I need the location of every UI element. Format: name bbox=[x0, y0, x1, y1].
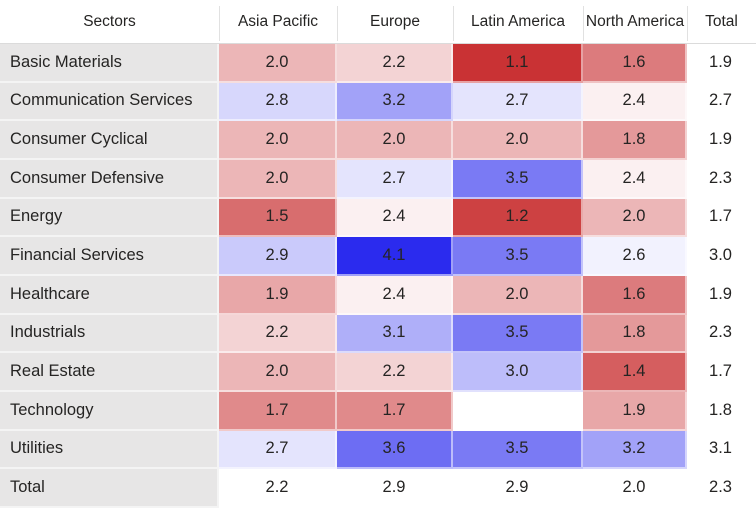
row-header-energy[interactable]: Energy bbox=[0, 198, 219, 238]
column-header-europe[interactable]: Europe bbox=[337, 0, 453, 43]
cell-consumer-defensive-asia-pacific[interactable]: 2.0 bbox=[219, 159, 337, 199]
cell-technology-latin-america[interactable] bbox=[453, 391, 583, 431]
cell-basic-materials-latin-america[interactable]: 1.1 bbox=[453, 44, 583, 83]
cell-consumer-cyclical-europe[interactable]: 2.0 bbox=[337, 121, 453, 160]
cell-consumer-cyclical-total[interactable]: 1.9 bbox=[687, 121, 756, 160]
cell-industrials-latin-america[interactable]: 3.5 bbox=[453, 314, 583, 354]
table-row: Energy 1.5 2.4 1.2 2.0 1.7 bbox=[0, 198, 756, 238]
table-body: Basic Materials 2.0 2.2 1.1 1.6 1.9 Communicat… bbox=[0, 44, 756, 508]
header-row: Sectors Asia Pacific Europe Latin Americ… bbox=[0, 0, 756, 44]
cell-consumer-cyclical-asia-pacific[interactable]: 2.0 bbox=[219, 121, 337, 160]
table-row: Financial Services 2.9 4.1 3.5 2.6 3.0 bbox=[0, 237, 756, 276]
cell-energy-north-america[interactable]: 2.0 bbox=[583, 198, 687, 238]
cell-communication-services-latin-america[interactable]: 2.7 bbox=[453, 82, 583, 122]
row-header-real-estate[interactable]: Real Estate bbox=[0, 353, 219, 392]
cell-real-estate-latin-america[interactable]: 3.0 bbox=[453, 353, 583, 392]
row-header-consumer-defensive[interactable]: Consumer Defensive bbox=[0, 159, 219, 199]
table-row: Communication Services 2.8 3.2 2.7 2.4 2.7 bbox=[0, 82, 756, 122]
cell-utilities-total[interactable]: 3.1 bbox=[687, 430, 756, 470]
cell-technology-north-america[interactable]: 1.9 bbox=[583, 391, 687, 431]
cell-healthcare-asia-pacific[interactable]: 1.9 bbox=[219, 275, 337, 315]
row-header-consumer-cyclical[interactable]: Consumer Cyclical bbox=[0, 121, 219, 160]
cell-utilities-north-america[interactable]: 3.2 bbox=[583, 430, 687, 470]
row-header-industrials[interactable]: Industrials bbox=[0, 314, 219, 354]
cell-utilities-asia-pacific[interactable]: 2.7 bbox=[219, 430, 337, 470]
row-header-technology[interactable]: Technology bbox=[0, 391, 219, 431]
cell-healthcare-total[interactable]: 1.9 bbox=[687, 275, 756, 315]
cell-total-latin-america[interactable]: 2.9 bbox=[453, 469, 583, 508]
cell-utilities-europe[interactable]: 3.6 bbox=[337, 430, 453, 470]
column-header-north-america[interactable]: North America bbox=[583, 0, 687, 43]
table-row: Consumer Cyclical 2.0 2.0 2.0 1.8 1.9 bbox=[0, 121, 756, 160]
cell-financial-services-asia-pacific[interactable]: 2.9 bbox=[219, 237, 337, 276]
cell-basic-materials-europe[interactable]: 2.2 bbox=[337, 44, 453, 83]
cell-basic-materials-total[interactable]: 1.9 bbox=[687, 44, 756, 83]
table-row: Industrials 2.2 3.1 3.5 1.8 2.3 bbox=[0, 314, 756, 354]
cell-consumer-defensive-latin-america[interactable]: 3.5 bbox=[453, 159, 583, 199]
cell-financial-services-total[interactable]: 3.0 bbox=[687, 237, 756, 276]
cell-communication-services-asia-pacific[interactable]: 2.8 bbox=[219, 82, 337, 122]
table-row: Technology 1.7 1.7 1.9 1.8 bbox=[0, 391, 756, 431]
cell-basic-materials-asia-pacific[interactable]: 2.0 bbox=[219, 44, 337, 83]
cell-energy-latin-america[interactable]: 1.2 bbox=[453, 198, 583, 238]
cell-technology-europe[interactable]: 1.7 bbox=[337, 391, 453, 431]
cell-industrials-asia-pacific[interactable]: 2.2 bbox=[219, 314, 337, 354]
cell-energy-europe[interactable]: 2.4 bbox=[337, 198, 453, 238]
cell-industrials-europe[interactable]: 3.1 bbox=[337, 314, 453, 354]
row-header-healthcare[interactable]: Healthcare bbox=[0, 275, 219, 315]
row-header-utilities[interactable]: Utilities bbox=[0, 430, 219, 470]
cell-consumer-cyclical-latin-america[interactable]: 2.0 bbox=[453, 121, 583, 160]
row-header-basic-materials[interactable]: Basic Materials bbox=[0, 44, 219, 83]
row-header-total[interactable]: Total bbox=[0, 469, 219, 508]
cell-consumer-defensive-europe[interactable]: 2.7 bbox=[337, 159, 453, 199]
cell-utilities-latin-america[interactable]: 3.5 bbox=[453, 430, 583, 470]
cell-communication-services-total[interactable]: 2.7 bbox=[687, 82, 756, 122]
cell-consumer-defensive-total[interactable]: 2.3 bbox=[687, 159, 756, 199]
cell-real-estate-asia-pacific[interactable]: 2.0 bbox=[219, 353, 337, 392]
cell-communication-services-north-america[interactable]: 2.4 bbox=[583, 82, 687, 122]
cell-consumer-cyclical-north-america[interactable]: 1.8 bbox=[583, 121, 687, 160]
row-header-financial-services[interactable]: Financial Services bbox=[0, 237, 219, 276]
cell-total-north-america[interactable]: 2.0 bbox=[583, 469, 687, 508]
cell-healthcare-europe[interactable]: 2.4 bbox=[337, 275, 453, 315]
cell-financial-services-north-america[interactable]: 2.6 bbox=[583, 237, 687, 276]
cell-communication-services-europe[interactable]: 3.2 bbox=[337, 82, 453, 122]
table-row: Consumer Defensive 2.0 2.7 3.5 2.4 2.3 bbox=[0, 159, 756, 199]
cell-energy-asia-pacific[interactable]: 1.5 bbox=[219, 198, 337, 238]
cell-total-europe[interactable]: 2.9 bbox=[337, 469, 453, 508]
table-row: Real Estate 2.0 2.2 3.0 1.4 1.7 bbox=[0, 353, 756, 392]
cell-real-estate-europe[interactable]: 2.2 bbox=[337, 353, 453, 392]
cell-industrials-total[interactable]: 2.3 bbox=[687, 314, 756, 354]
table-row: Basic Materials 2.0 2.2 1.1 1.6 1.9 bbox=[0, 44, 756, 83]
cell-real-estate-north-america[interactable]: 1.4 bbox=[583, 353, 687, 392]
cell-total-asia-pacific[interactable]: 2.2 bbox=[219, 469, 337, 508]
column-header-sectors[interactable]: Sectors bbox=[0, 0, 219, 43]
row-header-communication-services[interactable]: Communication Services bbox=[0, 82, 219, 122]
column-header-latin-america[interactable]: Latin America bbox=[453, 0, 583, 43]
cell-consumer-defensive-north-america[interactable]: 2.4 bbox=[583, 159, 687, 199]
cell-basic-materials-north-america[interactable]: 1.6 bbox=[583, 44, 687, 83]
cell-healthcare-latin-america[interactable]: 2.0 bbox=[453, 275, 583, 315]
table-row: Utilities 2.7 3.6 3.5 3.2 3.1 bbox=[0, 430, 756, 470]
cell-financial-services-latin-america[interactable]: 3.5 bbox=[453, 237, 583, 276]
table-row: Total 2.2 2.9 2.9 2.0 2.3 bbox=[0, 469, 756, 508]
table-row: Healthcare 1.9 2.4 2.0 1.6 1.9 bbox=[0, 275, 756, 315]
cell-total-total[interactable]: 2.3 bbox=[687, 469, 756, 508]
cell-energy-total[interactable]: 1.7 bbox=[687, 198, 756, 238]
cell-real-estate-total[interactable]: 1.7 bbox=[687, 353, 756, 392]
cell-industrials-north-america[interactable]: 1.8 bbox=[583, 314, 687, 354]
cell-technology-total[interactable]: 1.8 bbox=[687, 391, 756, 431]
column-header-asia-pacific[interactable]: Asia Pacific bbox=[219, 0, 337, 43]
cell-healthcare-north-america[interactable]: 1.6 bbox=[583, 275, 687, 315]
cell-financial-services-europe[interactable]: 4.1 bbox=[337, 237, 453, 276]
cell-technology-asia-pacific[interactable]: 1.7 bbox=[219, 391, 337, 431]
column-header-total[interactable]: Total bbox=[687, 0, 756, 43]
